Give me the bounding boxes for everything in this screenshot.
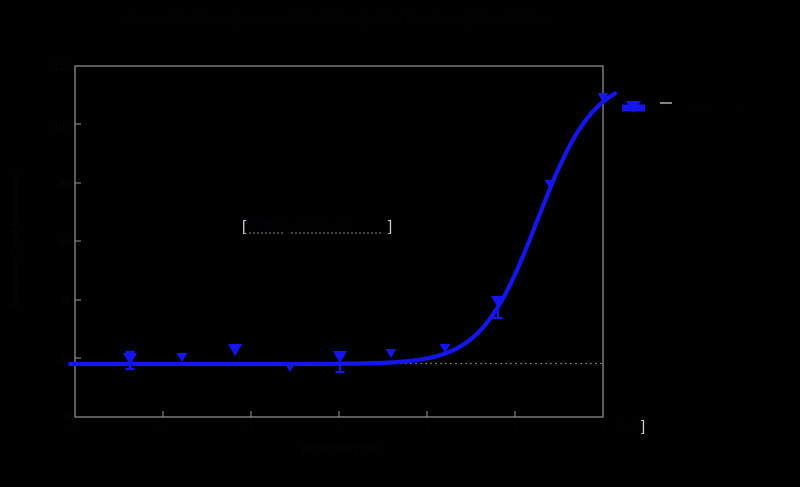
svg-text:EC50: EC50: [249, 219, 282, 234]
svg-text:100: 100: [53, 121, 70, 132]
svg-text:]: ]: [641, 418, 645, 435]
svg-text:(n=3: (n=3: [620, 422, 641, 433]
svg-text:120: 120: [53, 62, 70, 73]
svg-text:Response (% of maximum): Response (% of maximum): [9, 175, 21, 308]
svg-text:1: 1: [424, 422, 430, 433]
svg-text:0: 0: [336, 422, 342, 433]
svg-text:40: 40: [59, 295, 71, 306]
svg-text:80: 80: [59, 179, 71, 190]
svg-text:2: 2: [512, 422, 518, 433]
svg-text:= 27.4 nM: = 27.4 nM: [291, 219, 349, 234]
svg-text:-3: -3: [71, 422, 80, 433]
svg-text:60: 60: [59, 237, 71, 248]
svg-text:0: 0: [64, 412, 70, 423]
svg-text:Concentration-response curve o: Concentration-response curve of Compound…: [127, 10, 552, 26]
svg-text:3: 3: [600, 422, 606, 433]
svg-text:-1: -1: [247, 422, 256, 433]
svg-text:log[Agonist] (M): log[Agonist] (M): [300, 443, 377, 455]
svg-text:-2: -2: [159, 422, 168, 433]
svg-text:]: ]: [388, 218, 392, 235]
